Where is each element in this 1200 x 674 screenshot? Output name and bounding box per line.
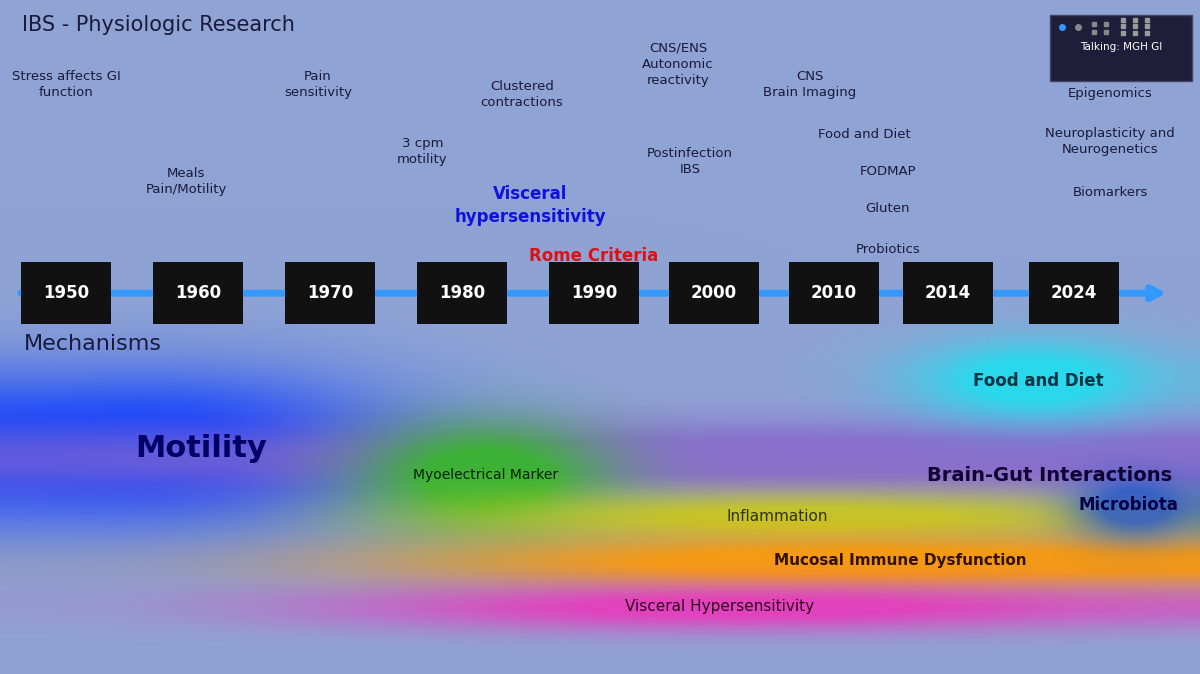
Text: Stress affects GI
function: Stress affects GI function	[12, 69, 120, 99]
Text: CNS
Brain Imaging: CNS Brain Imaging	[763, 69, 857, 99]
Text: Probiotics: Probiotics	[856, 243, 920, 256]
Text: 1960: 1960	[175, 284, 221, 302]
Text: Pain
sensitivity: Pain sensitivity	[284, 69, 352, 99]
Text: Clustered
contractions: Clustered contractions	[481, 80, 563, 109]
Text: Myoelectrical Marker: Myoelectrical Marker	[414, 468, 558, 482]
Text: Brain-Gut Interactions: Brain-Gut Interactions	[928, 466, 1172, 485]
FancyBboxPatch shape	[286, 262, 374, 324]
Text: CNS/ENS
Autonomic
reactivity: CNS/ENS Autonomic reactivity	[642, 42, 714, 86]
FancyBboxPatch shape	[1030, 262, 1120, 324]
Text: 1970: 1970	[307, 284, 353, 302]
Text: 3 cpm
motility: 3 cpm motility	[397, 137, 448, 166]
Text: Meals
Pain/Motility: Meals Pain/Motility	[145, 167, 227, 197]
Text: Epigenomics: Epigenomics	[1068, 86, 1152, 100]
FancyBboxPatch shape	[22, 262, 112, 324]
Text: 2014: 2014	[925, 284, 971, 302]
Text: 2024: 2024	[1051, 284, 1097, 302]
Text: Gluten: Gluten	[865, 202, 911, 216]
Text: 1950: 1950	[43, 284, 89, 302]
FancyBboxPatch shape	[790, 262, 878, 324]
Text: Rome Criteria: Rome Criteria	[529, 247, 659, 265]
Text: Food and Diet: Food and Diet	[973, 372, 1103, 390]
Text: Visceral
hypersensitivity: Visceral hypersensitivity	[455, 185, 606, 226]
FancyBboxPatch shape	[154, 262, 244, 324]
Text: Talking: MGH GI: Talking: MGH GI	[1080, 42, 1162, 52]
Text: Inflammation: Inflammation	[727, 510, 828, 524]
Text: 1990: 1990	[571, 284, 617, 302]
FancyBboxPatch shape	[550, 262, 640, 324]
Text: Mechanisms: Mechanisms	[24, 334, 162, 354]
FancyBboxPatch shape	[670, 262, 758, 324]
FancyBboxPatch shape	[418, 262, 508, 324]
FancyBboxPatch shape	[1050, 15, 1192, 81]
Text: Visceral Hypersensitivity: Visceral Hypersensitivity	[625, 599, 815, 614]
Text: Motility: Motility	[136, 433, 268, 463]
FancyBboxPatch shape	[904, 262, 994, 324]
Text: Mucosal Immune Dysfunction: Mucosal Immune Dysfunction	[774, 553, 1026, 568]
Text: Postinfection
IBS: Postinfection IBS	[647, 147, 733, 177]
Text: IBS - Physiologic Research: IBS - Physiologic Research	[22, 15, 294, 35]
Text: 1980: 1980	[439, 284, 485, 302]
Text: Neuroplasticity and
Neurogenetics: Neuroplasticity and Neurogenetics	[1045, 127, 1175, 156]
Text: Microbiota: Microbiota	[1078, 497, 1178, 514]
Text: 2000: 2000	[691, 284, 737, 302]
Text: Biomarkers: Biomarkers	[1073, 185, 1147, 199]
Text: 2010: 2010	[811, 284, 857, 302]
Text: Food and Diet: Food and Diet	[817, 128, 911, 142]
Text: FODMAP: FODMAP	[859, 165, 917, 179]
